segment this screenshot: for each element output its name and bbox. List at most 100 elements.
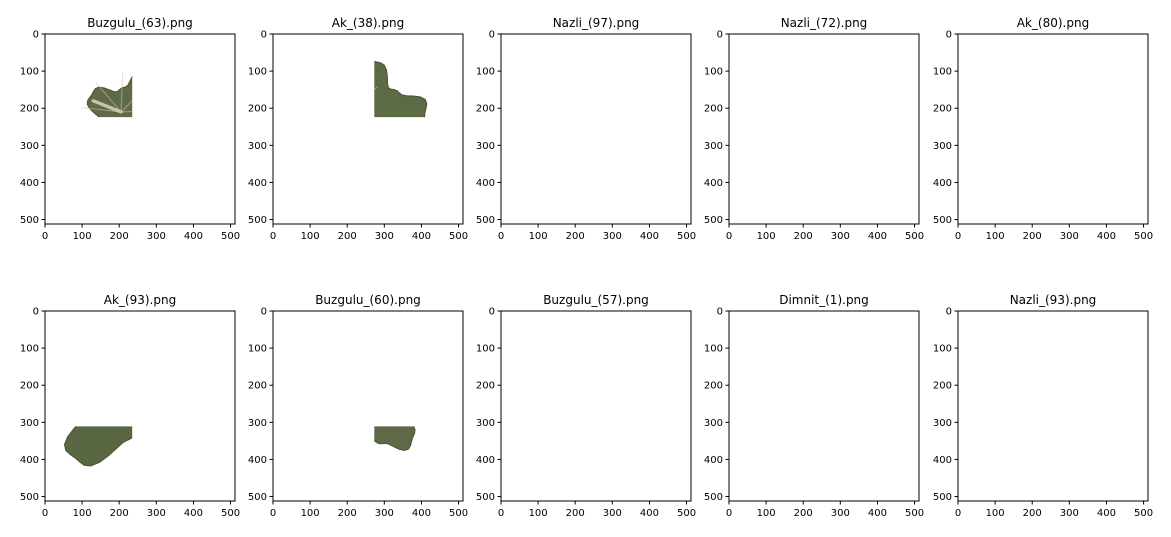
x-tick-label: 100 bbox=[301, 508, 320, 519]
x-tick-label: 500 bbox=[677, 231, 696, 242]
panel-title: Ak_(93).png bbox=[104, 293, 176, 307]
x-tick-label: 200 bbox=[1023, 231, 1042, 242]
x-tick-label: 500 bbox=[905, 508, 924, 519]
y-tick-label: 200 bbox=[248, 381, 267, 392]
leaf-image bbox=[374, 60, 428, 118]
y-tick-label: 400 bbox=[933, 455, 952, 466]
x-tick-label: 300 bbox=[147, 508, 166, 519]
x-tick-label: 500 bbox=[449, 231, 468, 242]
x-tick-label: 100 bbox=[757, 231, 776, 242]
y-tick-label: 500 bbox=[20, 215, 39, 226]
x-tick-label: 300 bbox=[603, 231, 622, 242]
y-tick-label: 500 bbox=[704, 492, 723, 503]
x-tick-label: 100 bbox=[73, 231, 92, 242]
y-tick-label: 300 bbox=[248, 141, 267, 152]
panel-title: Buzgulu_(63).png bbox=[87, 16, 193, 30]
y-tick-label: 0 bbox=[717, 307, 723, 318]
y-tick-label: 0 bbox=[489, 30, 495, 41]
x-tick-label: 0 bbox=[955, 508, 961, 519]
y-tick-label: 400 bbox=[704, 455, 723, 466]
y-tick-label: 100 bbox=[248, 67, 267, 78]
y-tick-label: 200 bbox=[933, 381, 952, 392]
x-tick-label: 100 bbox=[301, 231, 320, 242]
x-tick-label: 0 bbox=[42, 508, 48, 519]
y-tick-label: 300 bbox=[20, 418, 39, 429]
x-tick-label: 200 bbox=[794, 508, 813, 519]
x-tick-label: 400 bbox=[1097, 231, 1116, 242]
y-tick-label: 0 bbox=[261, 30, 267, 41]
y-tick-label: 500 bbox=[933, 492, 952, 503]
axes-frame bbox=[44, 33, 236, 225]
y-tick-label: 500 bbox=[20, 492, 39, 503]
y-tick-label: 400 bbox=[20, 455, 39, 466]
x-tick-label: 300 bbox=[375, 508, 394, 519]
x-tick-label: 0 bbox=[270, 508, 276, 519]
x-tick-label: 200 bbox=[566, 508, 585, 519]
y-tick-label: 300 bbox=[933, 418, 952, 429]
y-tick-label: 100 bbox=[933, 67, 952, 78]
x-tick-label: 500 bbox=[1134, 508, 1153, 519]
y-tick-label: 400 bbox=[704, 178, 723, 189]
x-tick-label: 500 bbox=[449, 508, 468, 519]
y-tick-label: 0 bbox=[261, 307, 267, 318]
x-tick-label: 0 bbox=[498, 508, 504, 519]
x-tick-label: 500 bbox=[221, 508, 240, 519]
x-tick-label: 200 bbox=[110, 508, 129, 519]
x-tick-label: 100 bbox=[986, 508, 1005, 519]
y-tick-label: 300 bbox=[933, 141, 952, 152]
x-tick-label: 300 bbox=[375, 231, 394, 242]
axes-frame bbox=[272, 33, 464, 225]
axes-frame bbox=[500, 33, 692, 225]
panel-title: Ak_(80).png bbox=[1017, 16, 1089, 30]
x-tick-label: 400 bbox=[868, 508, 887, 519]
x-tick-label: 100 bbox=[73, 508, 92, 519]
y-tick-label: 200 bbox=[704, 104, 723, 115]
y-tick-label: 200 bbox=[476, 381, 495, 392]
panel-title: Buzgulu_(57).png bbox=[543, 293, 649, 307]
y-tick-label: 400 bbox=[476, 178, 495, 189]
x-tick-label: 100 bbox=[529, 508, 548, 519]
x-tick-label: 300 bbox=[831, 508, 850, 519]
y-tick-label: 200 bbox=[20, 381, 39, 392]
x-tick-label: 500 bbox=[905, 231, 924, 242]
x-tick-label: 200 bbox=[338, 231, 357, 242]
y-tick-label: 300 bbox=[20, 141, 39, 152]
y-tick-label: 100 bbox=[248, 344, 267, 355]
y-tick-label: 0 bbox=[946, 30, 952, 41]
y-tick-label: 400 bbox=[248, 178, 267, 189]
x-tick-label: 400 bbox=[640, 508, 659, 519]
x-tick-label: 200 bbox=[794, 231, 813, 242]
y-tick-label: 200 bbox=[933, 104, 952, 115]
panel-title: Ak_(38).png bbox=[332, 16, 404, 30]
x-tick-label: 100 bbox=[757, 508, 776, 519]
leaf-image bbox=[63, 426, 133, 467]
y-tick-label: 300 bbox=[476, 141, 495, 152]
y-tick-label: 300 bbox=[248, 418, 267, 429]
y-tick-label: 200 bbox=[20, 104, 39, 115]
x-tick-label: 0 bbox=[726, 231, 732, 242]
y-tick-label: 0 bbox=[489, 307, 495, 318]
x-tick-label: 500 bbox=[221, 231, 240, 242]
x-tick-label: 400 bbox=[1097, 508, 1116, 519]
leaf-image bbox=[374, 426, 416, 452]
x-tick-label: 400 bbox=[184, 508, 203, 519]
y-tick-label: 400 bbox=[476, 455, 495, 466]
x-tick-label: 0 bbox=[270, 231, 276, 242]
x-tick-label: 100 bbox=[529, 231, 548, 242]
x-tick-label: 500 bbox=[1134, 231, 1153, 242]
y-tick-label: 500 bbox=[704, 215, 723, 226]
x-tick-label: 200 bbox=[110, 231, 129, 242]
y-tick-label: 100 bbox=[476, 67, 495, 78]
x-tick-label: 300 bbox=[831, 231, 850, 242]
x-tick-label: 0 bbox=[498, 231, 504, 242]
y-tick-label: 100 bbox=[20, 344, 39, 355]
x-tick-label: 400 bbox=[412, 508, 431, 519]
